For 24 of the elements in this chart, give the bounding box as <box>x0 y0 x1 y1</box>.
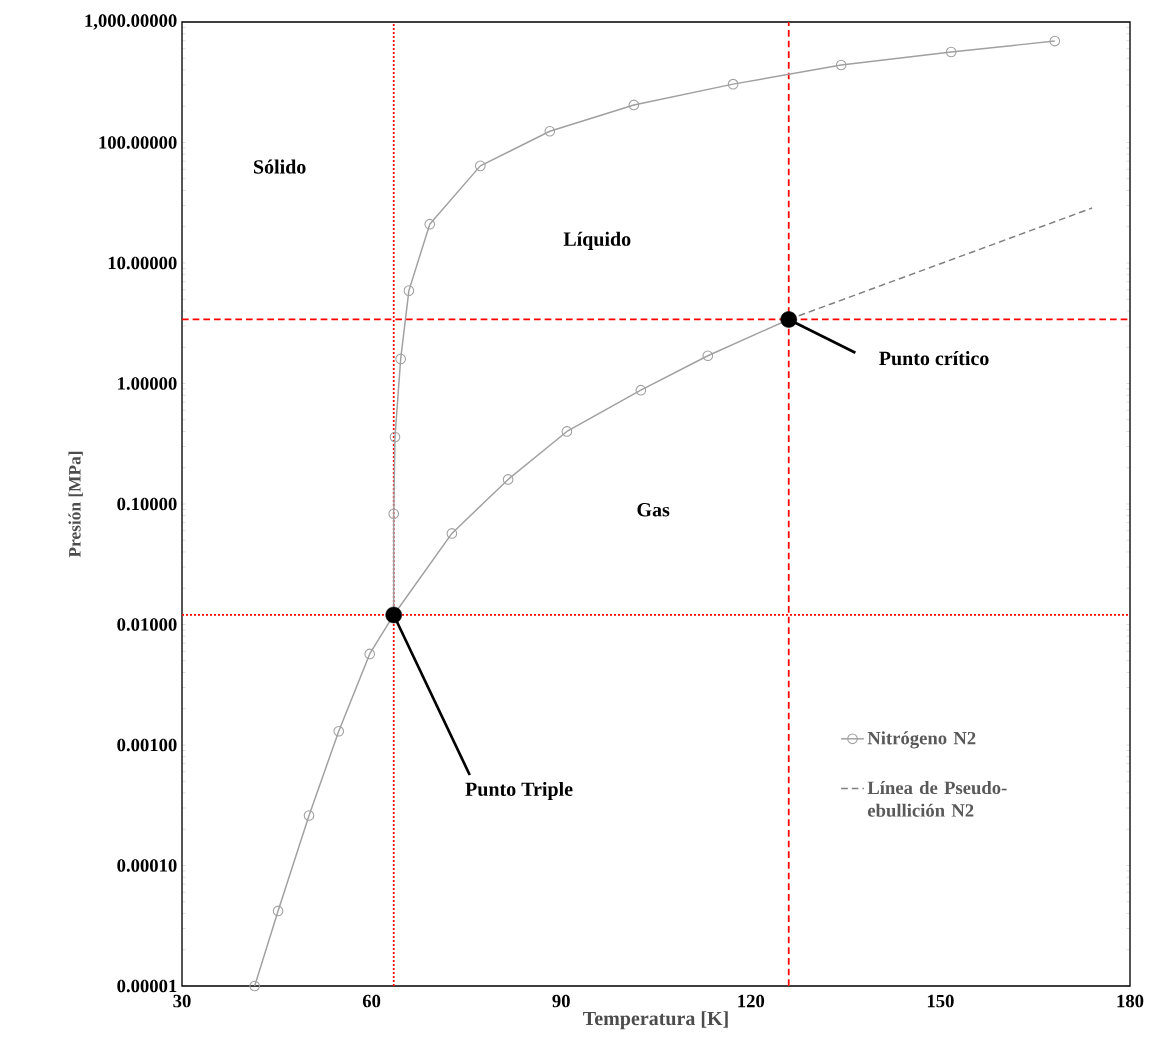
y-tick-label: 0.00001 <box>117 979 177 993</box>
y-axis-title: Presión [MPa] <box>68 451 83 558</box>
annotation: Sólido <box>254 159 306 174</box>
y-tick-label: 0.01000 <box>117 618 177 631</box>
x-tick-label: 120 <box>738 994 765 1008</box>
annotation: Líquido <box>563 231 631 250</box>
x-axis-title: Temperatura [K] <box>583 1011 728 1030</box>
y-tick-label: 100.00000 <box>99 136 177 149</box>
x-tick-label: 30 <box>173 994 191 1008</box>
x-tick-label: 150 <box>927 994 954 1008</box>
y-tick-label: 0.10000 <box>117 497 177 511</box>
y-tick-label: 1.00000 <box>118 377 177 390</box>
y-tick-label: 10.00000 <box>108 256 177 270</box>
legend-label: Línea de Pseudo-ebullición N2 <box>867 780 1007 817</box>
legend-label: Nitrógeno N2 <box>867 731 976 749</box>
annotation: Punto Triple <box>465 781 573 801</box>
y-tick-label: 0.00010 <box>117 859 177 872</box>
x-tick-label: 60 <box>362 994 381 1008</box>
annotation: Punto crítico <box>879 351 989 366</box>
y-tick-label: 0.00100 <box>117 738 177 752</box>
x-tick-label: 90 <box>552 994 570 1008</box>
x-tick-label: 180 <box>1117 994 1144 1008</box>
y-tick-label: 1,000.00000 <box>85 14 177 30</box>
annotation: Gas <box>637 503 670 517</box>
